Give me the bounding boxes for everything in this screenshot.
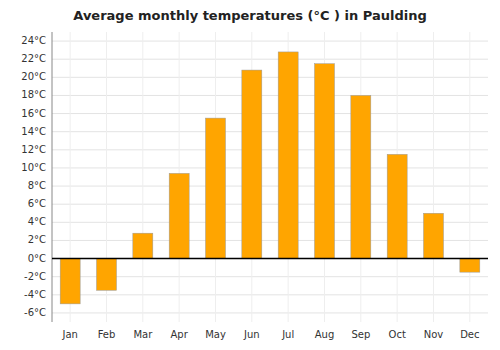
bar [133,233,153,258]
y-tick-label: 4°C [28,216,46,227]
grid [52,32,488,322]
y-grid-line [52,276,488,277]
x-grid-line [469,32,470,322]
bar [351,95,371,258]
bar [169,173,189,258]
x-tick-label: Aug [315,329,335,340]
y-tick-label: 24°C [21,35,46,46]
y-grid-line [52,149,488,150]
y-grid-line [52,186,488,187]
y-tick-label: -4°C [24,289,46,300]
y-tick-label: 22°C [21,53,46,64]
y-tick-label: 12°C [21,144,46,155]
bar [60,259,80,304]
title: Average monthly temperatures (°C ) in Pa… [73,8,426,23]
y-axis-line [52,32,53,322]
y-grid-line [52,312,488,313]
y-grid-line [52,41,488,42]
x-tick-label: Jan [61,329,77,340]
bar [278,52,298,259]
y-tick-label: 14°C [21,126,46,137]
y-tick-label: 6°C [28,198,46,209]
x-tick-label: Dec [460,329,479,340]
y-tick-labels: -6°C -4°C -2°C 0°C 2°C 4°C 6°C 8°C 10°C 12°C 14°C 1… [21,35,46,318]
x-grid-line [142,32,143,322]
bar [242,70,262,259]
y-tick-label: 0°C [28,253,46,264]
zero-line [52,258,488,260]
bar [206,118,226,258]
bar [315,64,335,259]
y-grid-line [52,167,488,168]
y-grid-line [52,113,488,114]
bar [97,259,117,291]
x-tick-label: Jun [243,329,260,340]
x-tick-label: Nov [424,329,444,340]
y-grid-line [52,294,488,295]
y-tick-label: 2°C [28,234,46,245]
x-tick-label: Mar [133,329,153,340]
bars [60,52,480,304]
x-tick-label: Apr [171,329,189,340]
x-tick-label: May [205,329,226,340]
x-tick-label: Feb [98,329,116,340]
y-grid-line [52,131,488,132]
x-tick-label: Sep [351,329,370,340]
chart: -6°C -4°C -2°C 0°C 2°C 4°C 6°C 8°C 10°C 12°C 14°C 1… [0,0,500,350]
x-tick-label: Jul [281,329,294,340]
y-tick-label: 8°C [28,180,46,191]
bar [460,259,480,273]
y-tick-label: -6°C [24,307,46,318]
y-tick-label: 10°C [21,162,46,173]
x-grid-line [433,32,434,322]
y-grid-line [52,222,488,223]
bar [387,154,407,258]
y-tick-label: 18°C [21,89,46,100]
y-tick-label: -2°C [24,271,46,282]
y-grid-line [52,258,488,259]
y-grid-line [52,95,488,96]
y-grid-line [52,59,488,60]
bar [424,213,444,258]
y-grid-line [52,240,488,241]
y-grid-line [52,204,488,205]
y-grid-line [52,77,488,78]
y-tick-label: 20°C [21,71,46,82]
x-tick-label: Oct [389,329,406,340]
x-tick-labels: Jan Feb Mar Apr May Jun Jul Aug Sep Oct Nov Dec [61,329,479,340]
y-tick-label: 16°C [21,108,46,119]
